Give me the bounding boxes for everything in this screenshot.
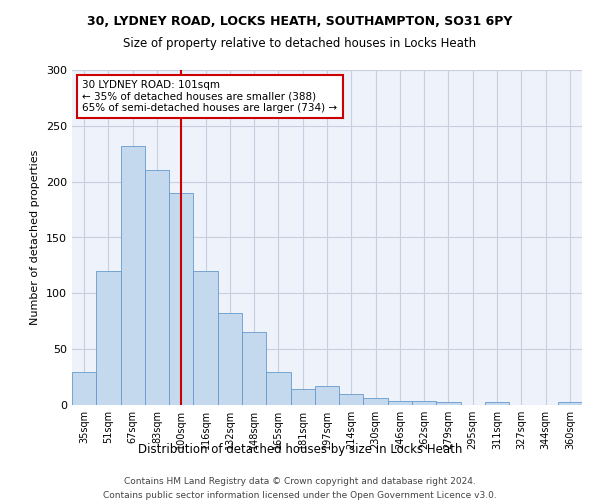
Bar bbox=[339, 394, 364, 405]
Bar bbox=[145, 170, 169, 405]
Bar bbox=[315, 386, 339, 405]
Bar bbox=[436, 402, 461, 405]
Text: Size of property relative to detached houses in Locks Heath: Size of property relative to detached ho… bbox=[124, 38, 476, 51]
Bar bbox=[218, 314, 242, 405]
Bar bbox=[121, 146, 145, 405]
Text: 30 LYDNEY ROAD: 101sqm
← 35% of detached houses are smaller (388)
65% of semi-de: 30 LYDNEY ROAD: 101sqm ← 35% of detached… bbox=[82, 80, 337, 113]
Bar bbox=[193, 271, 218, 405]
Text: Contains public sector information licensed under the Open Government Licence v3: Contains public sector information licen… bbox=[103, 491, 497, 500]
Bar bbox=[485, 402, 509, 405]
Bar bbox=[388, 400, 412, 405]
Y-axis label: Number of detached properties: Number of detached properties bbox=[31, 150, 40, 325]
Bar bbox=[558, 402, 582, 405]
Bar bbox=[412, 400, 436, 405]
Bar bbox=[266, 372, 290, 405]
Bar bbox=[290, 390, 315, 405]
Bar bbox=[364, 398, 388, 405]
Text: Contains HM Land Registry data © Crown copyright and database right 2024.: Contains HM Land Registry data © Crown c… bbox=[124, 478, 476, 486]
Bar bbox=[169, 193, 193, 405]
Bar bbox=[72, 372, 96, 405]
Bar bbox=[242, 332, 266, 405]
Text: Distribution of detached houses by size in Locks Heath: Distribution of detached houses by size … bbox=[138, 442, 462, 456]
Text: 30, LYDNEY ROAD, LOCKS HEATH, SOUTHAMPTON, SO31 6PY: 30, LYDNEY ROAD, LOCKS HEATH, SOUTHAMPTO… bbox=[88, 15, 512, 28]
Bar bbox=[96, 271, 121, 405]
